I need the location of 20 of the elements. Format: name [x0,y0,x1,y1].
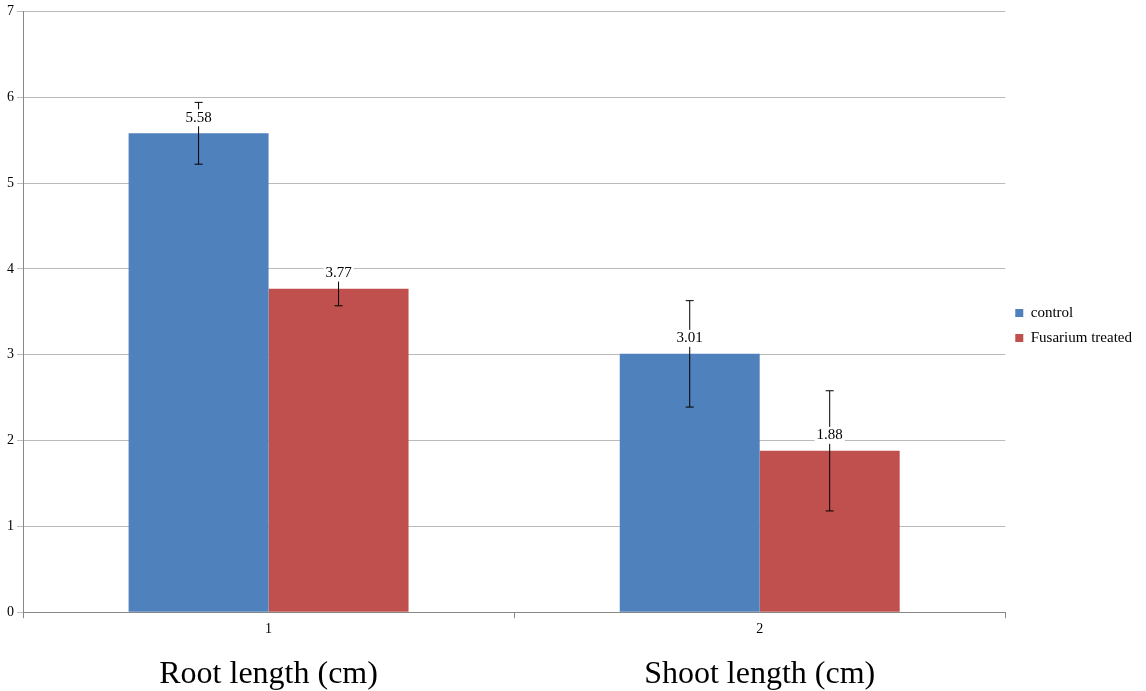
text: Root length (cm) [159,654,378,690]
y-tick-label: 5 [7,174,14,190]
y-tick-label: 3 [7,346,14,362]
y-tick-label: 0 [7,603,14,619]
y-tick-label: 1 [7,518,14,534]
bar [128,133,269,612]
bar [759,450,900,612]
legend-label: control [1030,303,1074,320]
y-tick-label: 6 [7,88,14,104]
bar [619,353,760,612]
bar [268,288,409,612]
data-label: 1.88 [816,426,843,443]
text: Shoot length (cm) [644,654,876,690]
data-label: 5.58 [185,108,212,125]
data-label: 3.77 [325,264,353,281]
y-tick-label: 7 [7,3,14,19]
data-label: 3.01 [676,329,703,346]
y-tick-label: 4 [7,260,14,276]
legend-label: Fusarium treated [1030,328,1133,345]
y-tick-label: 2 [7,432,14,448]
